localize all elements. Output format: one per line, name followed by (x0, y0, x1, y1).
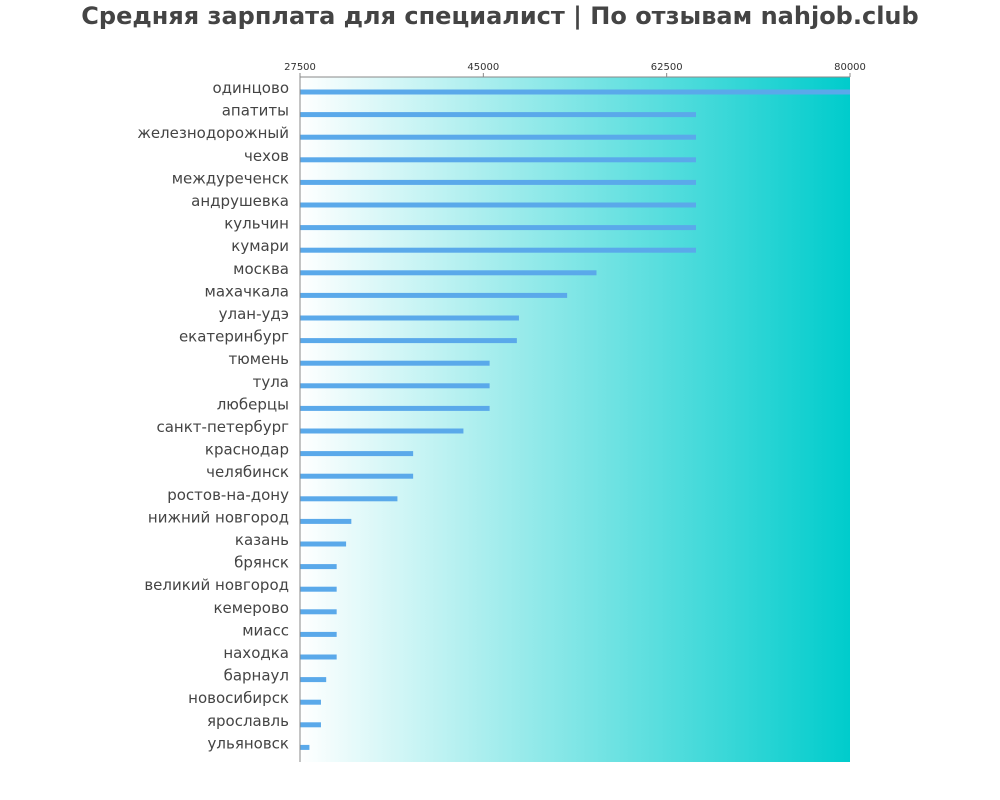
bar (300, 518, 352, 524)
plot-background (300, 77, 850, 762)
x-tick-label: 27500 (284, 62, 316, 73)
category-label: ростов-на-дону (167, 486, 289, 504)
category-label: москва (233, 260, 289, 278)
bar (300, 677, 327, 683)
category-label: миасс (242, 621, 289, 639)
category-label: тюмень (228, 350, 289, 368)
bar (300, 270, 597, 276)
category-label: новосибирск (188, 689, 289, 707)
category-label: великий новгород (144, 576, 289, 594)
x-tick-label: 45000 (467, 62, 499, 73)
bar (300, 247, 696, 253)
bar (300, 654, 337, 660)
category-label: андрушевка (191, 192, 289, 210)
bar (300, 496, 398, 502)
bar (300, 699, 321, 705)
category-label: люберцы (217, 395, 289, 413)
category-label: краснодар (205, 441, 289, 459)
bar (300, 383, 490, 389)
category-label: барнаул (224, 667, 289, 685)
category-label: челябинск (206, 463, 289, 481)
category-label: санкт-петербург (156, 418, 289, 436)
bar (300, 631, 337, 637)
x-tick-label: 62500 (651, 62, 683, 73)
category-label: тула (253, 373, 289, 391)
x-tick-label: 80000 (834, 62, 866, 73)
category-label: екатеринбург (179, 328, 289, 346)
category-label: махачкала (205, 282, 289, 300)
bar (300, 586, 337, 592)
category-label: казань (235, 531, 289, 549)
category-label: ульяновск (208, 734, 289, 752)
bar (300, 405, 490, 411)
bar (300, 338, 517, 344)
bar (300, 134, 696, 140)
bar (300, 292, 568, 298)
bar (300, 179, 696, 185)
bar (300, 451, 414, 457)
category-label: междуреченск (172, 169, 289, 187)
bar (300, 744, 310, 750)
bar (300, 315, 519, 321)
bar (300, 541, 347, 547)
bar (300, 202, 696, 208)
category-label: апатиты (222, 102, 289, 120)
bar (300, 564, 337, 570)
bar (300, 473, 414, 479)
bar (300, 722, 321, 728)
bar (300, 609, 337, 615)
category-label: одинцово (212, 79, 289, 97)
category-label: чехов (244, 147, 289, 165)
bar (300, 89, 850, 95)
bar (300, 157, 696, 163)
category-label: нижний новгород (148, 508, 289, 526)
category-label: брянск (234, 554, 289, 572)
bar (300, 112, 696, 118)
category-label: находка (223, 644, 289, 662)
bar (300, 360, 490, 366)
category-label: кульчин (224, 215, 289, 233)
category-label: кемерово (213, 599, 289, 617)
bar (300, 225, 696, 231)
bar (300, 428, 464, 434)
chart-title: Средняя зарплата для специалист | По отз… (81, 2, 919, 30)
category-label: железнодорожный (137, 124, 289, 142)
category-label: улан-удэ (219, 305, 289, 323)
category-label: кумари (231, 237, 289, 255)
category-label: ярославль (207, 712, 289, 730)
